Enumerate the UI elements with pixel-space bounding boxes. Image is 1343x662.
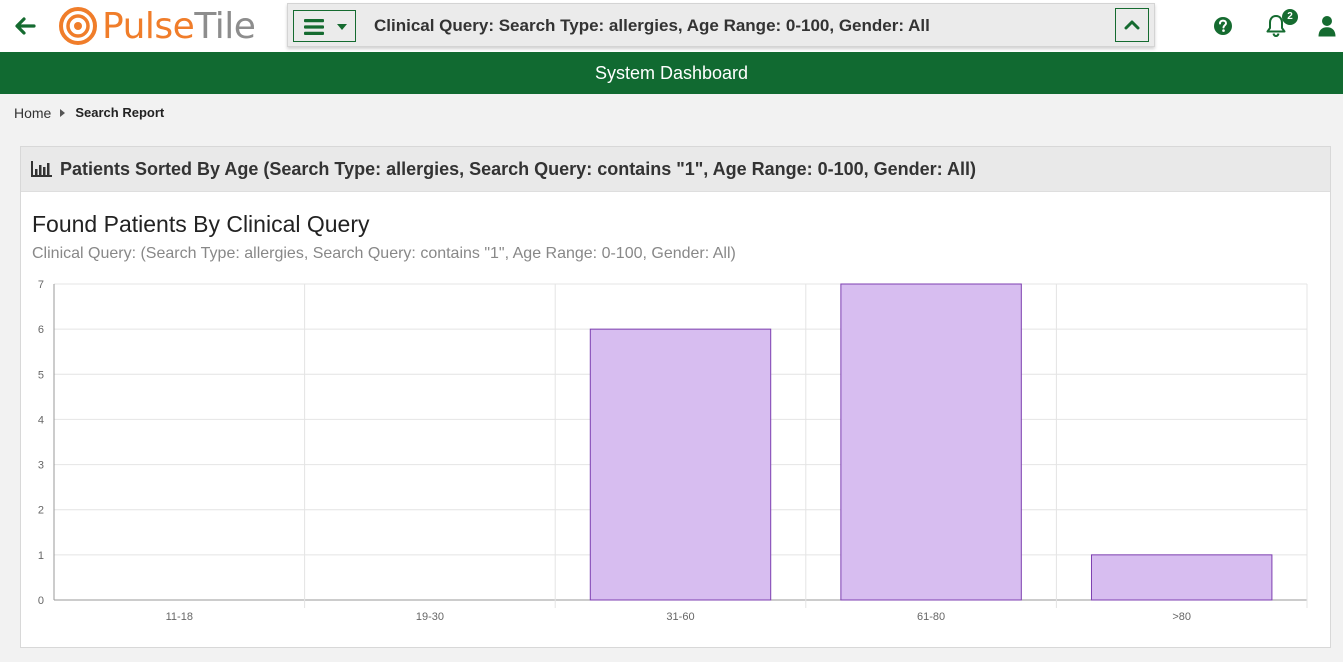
bar-chart-icon [31, 161, 52, 177]
y-tick-label: 2 [38, 505, 44, 517]
system-dashboard-band: System Dashboard [0, 52, 1343, 94]
top-bar: PulseTile Clinical Query: Search Type: a… [0, 0, 1343, 52]
x-tick-label: 61-80 [917, 611, 945, 623]
y-tick-label: 7 [38, 279, 44, 291]
y-tick-label: 3 [38, 460, 44, 472]
logo-text-tile: Tile [194, 5, 256, 47]
chevron-up-icon [1124, 20, 1140, 30]
y-tick-label: 0 [38, 595, 44, 607]
bar-31-60 [589, 328, 772, 601]
breadcrumb-separator-icon [60, 108, 66, 117]
panel-title: Patients Sorted By Age (Search Type: all… [60, 158, 977, 179]
bar-61-80 [840, 283, 1022, 601]
pulsetile-logo-mark [59, 7, 97, 45]
chart-subtitle: Clinical Query: (Search Type: allergies,… [32, 245, 736, 262]
search-report-panel: Patients Sorted By Age (Search Type: all… [20, 146, 1331, 648]
pulsetile-logo[interactable]: PulseTile [58, 5, 256, 47]
bar-chart: 0 1 2 3 4 5 6 7 11-18 19-30 31-60 61-80 >80 [38, 279, 1308, 623]
bar->80 [1090, 554, 1273, 601]
clinical-query-bar: Clinical Query: Search Type: allergies, … [287, 3, 1155, 47]
back-arrow-icon[interactable] [12, 14, 38, 38]
logo-text: PulseTile [102, 5, 256, 47]
x-tick-label: 19-30 [416, 611, 444, 623]
system-dashboard-title: System Dashboard [594, 63, 749, 83]
logo-text-pulse: Pulse [102, 5, 195, 47]
y-tick-label: 1 [38, 550, 44, 562]
y-tick-label: 5 [38, 369, 44, 381]
caret-down-icon [337, 24, 347, 30]
panel-header: Patients Sorted By Age (Search Type: all… [21, 147, 1330, 192]
notification-count-badge: 2 [1282, 9, 1298, 25]
hamburger-menu-icon [304, 19, 324, 35]
bell-icon[interactable] [1265, 14, 1287, 38]
clinical-query-text: Clinical Query: Search Type: allergies, … [374, 16, 930, 35]
breadcrumb: Home Search Report [0, 94, 1343, 131]
x-tick-label: >80 [1172, 611, 1191, 623]
x-tick-label: 11-18 [166, 611, 193, 623]
breadcrumb-home-link[interactable]: Home [14, 104, 52, 121]
user-icon[interactable] [1318, 15, 1336, 37]
y-tick-label: 6 [38, 324, 44, 336]
chart-title: Found Patients By Clinical Query [32, 211, 370, 237]
x-tick-label: 31-60 [666, 611, 694, 623]
y-tick-label: 4 [38, 414, 44, 426]
menu-dropdown-button[interactable] [293, 10, 356, 42]
breadcrumb-current: Search Report [75, 105, 165, 120]
collapse-query-button[interactable] [1115, 8, 1149, 42]
help-icon[interactable] [1213, 16, 1233, 36]
